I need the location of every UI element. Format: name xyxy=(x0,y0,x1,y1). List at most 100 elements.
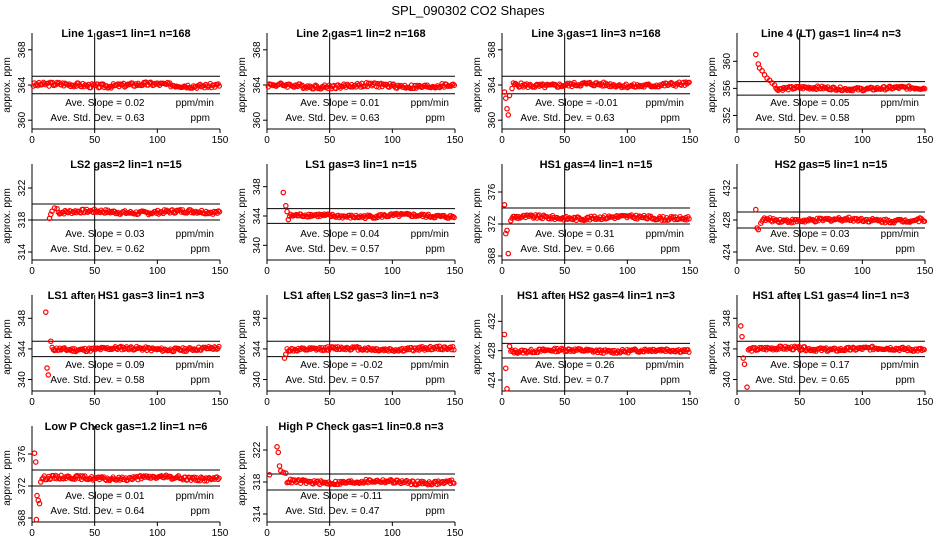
slope-label: Ave. Slope = xyxy=(770,229,827,240)
data-point xyxy=(37,479,44,485)
data-point xyxy=(776,219,782,225)
data-point xyxy=(505,112,512,118)
std-dev-unit: ppm xyxy=(896,375,915,386)
y-axis-label: approx. ppm xyxy=(707,319,718,375)
slope-value: 0.31 xyxy=(595,229,615,240)
x-tick-label: 150 xyxy=(212,135,229,146)
data-point xyxy=(216,343,222,350)
data-points xyxy=(266,443,457,488)
data-point xyxy=(282,470,289,477)
data-point xyxy=(266,471,273,478)
data-point xyxy=(215,208,222,214)
y-tick-label: 376 xyxy=(17,445,28,462)
panel-title: HS1 after HS2 gas=4 lin=1 n=3 xyxy=(517,290,675,302)
x-tick-label: 0 xyxy=(264,397,270,408)
y-tick-label: 314 xyxy=(17,243,28,260)
x-tick-label: 100 xyxy=(619,266,636,277)
data-point xyxy=(145,474,151,481)
x-tick-label: 100 xyxy=(149,528,166,539)
x-tick-label: 0 xyxy=(29,528,35,539)
slope-unit: ppm/min xyxy=(411,360,449,371)
panel-title: High P Check gas=1 lin=0.8 n=3 xyxy=(278,421,443,433)
y-tick-label: 318 xyxy=(17,211,28,228)
data-point xyxy=(205,209,211,216)
std-dev-value: 0.58 xyxy=(125,375,145,386)
data-point xyxy=(744,384,750,390)
data-point xyxy=(921,218,928,224)
std-dev-unit: ppm xyxy=(426,244,445,255)
slope-value: -0.02 xyxy=(360,360,383,371)
std-dev-label: Ave. Std. Dev. = xyxy=(520,113,592,124)
slope-value: 0.17 xyxy=(830,360,850,371)
y-axis-label: approx. ppm xyxy=(2,188,13,244)
data-point xyxy=(134,474,140,480)
slope-value: 0.03 xyxy=(125,229,145,240)
plot-panel: Line 2 gas=1 lin=2 n=168 0 50 100 150 360 364 3… xyxy=(237,28,464,146)
slope-value: 0.04 xyxy=(360,229,380,240)
panel-title: LS1 after LS2 gas=3 lin=1 n=3 xyxy=(283,290,439,302)
x-tick-label: 100 xyxy=(619,397,636,408)
std-dev-label: Ave. Std. Dev. = xyxy=(755,375,827,386)
plot-panel: HS1 after LS1 gas=4 lin=1 n=3 0 50 100 150 34… xyxy=(707,290,934,408)
y-tick-label: 428 xyxy=(487,342,498,359)
data-point xyxy=(504,227,510,234)
data-point xyxy=(921,346,927,353)
data-point xyxy=(376,84,382,90)
panel-title: Line 1 gas=1 lin=1 n=168 xyxy=(61,28,190,40)
data-point xyxy=(767,215,773,221)
x-tick-label: 100 xyxy=(149,266,166,277)
y-tick-label: 360 xyxy=(487,111,498,128)
plot-panel: HS2 gas=5 lin=1 n=15 0 50 100 150 424 428 432 ap… xyxy=(707,159,934,277)
data-point xyxy=(670,214,676,220)
data-point xyxy=(276,463,283,469)
x-tick-label: 150 xyxy=(917,397,934,408)
y-tick-label: 364 xyxy=(17,76,28,93)
data-point xyxy=(45,372,52,378)
panel-title: HS1 gas=4 lin=1 n=15 xyxy=(540,159,653,171)
std-dev-value: 0.57 xyxy=(360,244,380,255)
data-point xyxy=(365,213,372,220)
panel-title: Line 4 (LT) gas=1 lin=4 n=3 xyxy=(761,28,901,40)
data-point xyxy=(434,343,440,350)
data-point xyxy=(191,474,197,480)
data-point xyxy=(447,344,454,350)
data-point xyxy=(537,81,544,87)
x-tick-label: 50 xyxy=(794,397,806,408)
data-points xyxy=(280,189,457,223)
x-tick-label: 150 xyxy=(917,266,934,277)
data-point xyxy=(501,89,508,95)
x-tick-label: 50 xyxy=(324,135,336,146)
y-tick-label: 368 xyxy=(252,41,263,58)
slope-label: Ave. Slope = xyxy=(300,98,357,109)
y-tick-label: 348 xyxy=(722,310,733,327)
data-point xyxy=(280,469,287,476)
plot-panel: HS1 after HS2 gas=4 lin=1 n=3 0 50 100 150 42… xyxy=(472,290,699,408)
x-tick-label: 0 xyxy=(29,266,35,277)
data-point xyxy=(599,347,605,354)
x-tick-label: 150 xyxy=(682,266,699,277)
std-dev-value: 0.63 xyxy=(595,113,615,124)
plot-panel: High P Check gas=1 lin=0.8 n=3 0 50 100 150 3… xyxy=(237,421,464,539)
panel-title: LS2 gas=2 lin=1 n=15 xyxy=(70,159,182,171)
y-tick-label: 360 xyxy=(17,111,28,128)
data-point xyxy=(194,210,200,216)
data-point xyxy=(502,95,509,102)
slope-unit: ppm/min xyxy=(411,98,449,109)
data-point xyxy=(164,79,171,86)
slope-value: 0.03 xyxy=(830,229,850,240)
data-point xyxy=(450,343,456,350)
slope-unit: ppm/min xyxy=(176,229,214,240)
data-point xyxy=(284,208,290,215)
data-point xyxy=(501,331,508,338)
data-point xyxy=(739,333,745,340)
data-point xyxy=(70,348,77,354)
data-point xyxy=(505,250,512,257)
std-dev-unit: ppm xyxy=(426,375,445,386)
data-point xyxy=(391,211,398,217)
slope-label: Ave. Slope = xyxy=(300,360,357,371)
std-dev-unit: ppm xyxy=(191,244,210,255)
data-points xyxy=(31,450,222,523)
data-point xyxy=(592,216,599,223)
data-point xyxy=(781,84,787,91)
x-tick-label: 50 xyxy=(559,397,571,408)
